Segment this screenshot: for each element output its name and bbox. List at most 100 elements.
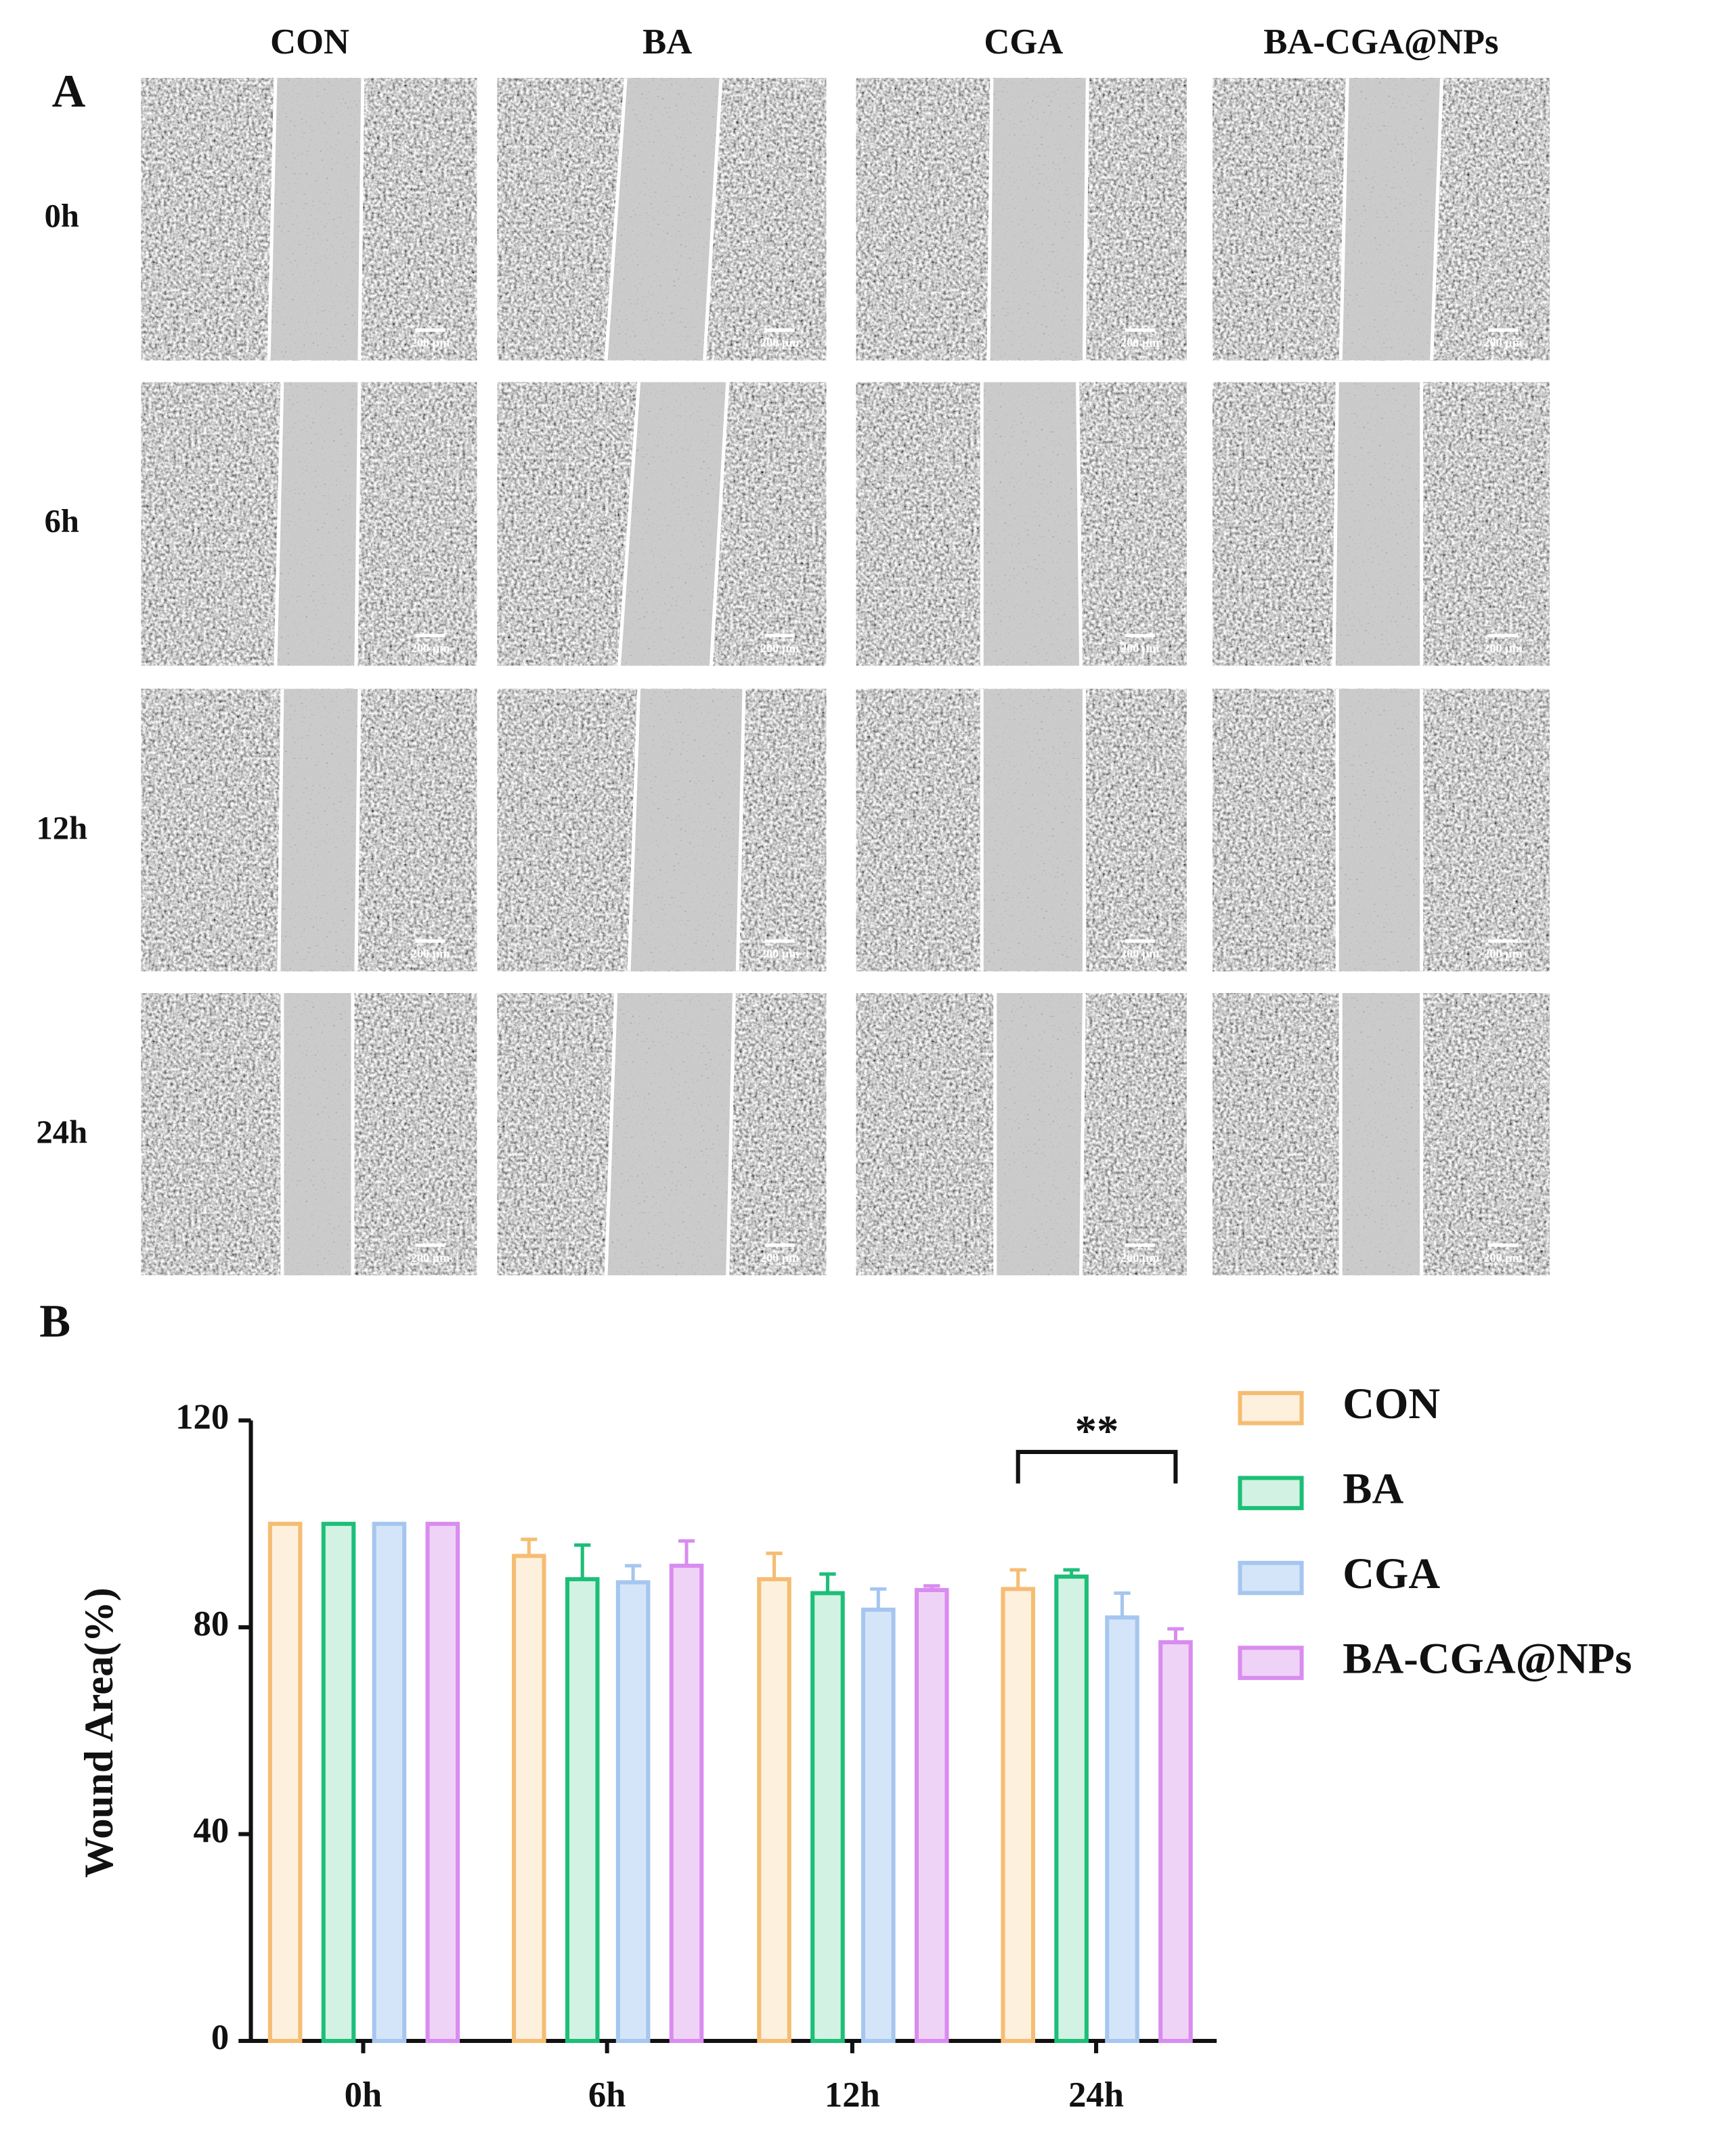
gap-edge — [1079, 993, 1086, 1275]
micrograph: 200 µm — [141, 78, 477, 361]
column-label: CON — [270, 22, 349, 62]
scale-bar-label: 200 µm — [1483, 641, 1523, 655]
x-tick-label: 12h — [825, 2075, 880, 2115]
legend-label: CON — [1343, 1380, 1440, 1428]
bar — [1105, 1615, 1139, 2044]
scale-bar-label: 200 µm — [760, 947, 800, 961]
gap-edge — [709, 382, 730, 666]
gap-edge — [726, 992, 736, 1275]
scale-bar-label: 200 µm — [411, 947, 450, 961]
micrograph: 200 µm — [1213, 382, 1550, 666]
significance-bracket — [1016, 1449, 1178, 1484]
micrograph: 200 µm — [1213, 993, 1550, 1275]
gap-edge — [1082, 78, 1089, 361]
scale-bar-label: 200 µm — [1483, 1251, 1523, 1264]
micrograph: 200 µm — [856, 993, 1187, 1275]
gap-cells — [1341, 993, 1422, 1275]
x-tick-label: 6h — [588, 2075, 626, 2115]
gap-edge — [604, 992, 618, 1275]
row-label: 6h — [45, 503, 79, 540]
gap-cells — [269, 78, 363, 361]
gap-cells — [606, 993, 735, 1275]
row-label: 0h — [45, 198, 79, 234]
y-tick-label: 40 — [194, 1811, 230, 1851]
row-label: 24h — [37, 1114, 88, 1151]
legend-swatch — [1238, 1560, 1304, 1596]
micrograph: 200 µm — [497, 382, 827, 666]
bar — [372, 1522, 407, 2044]
micrograph: 200 µm — [141, 688, 477, 971]
gap-edge — [1338, 78, 1349, 361]
micrograph: 200 µm — [497, 688, 827, 971]
scale-bar-label: 200 µm — [1120, 1251, 1160, 1264]
x-tick-label: 24h — [1068, 2075, 1124, 2115]
micrograph: 200 µm — [141, 382, 477, 666]
gap-cells — [982, 688, 1085, 971]
gap-edge — [267, 78, 278, 361]
gap-cells — [1337, 688, 1422, 971]
panel-label: A — [52, 65, 86, 116]
gap-edge — [617, 382, 641, 666]
gap-cells — [988, 78, 1088, 361]
scale-bar-label: 200 µm — [1120, 947, 1160, 961]
micrograph: 200 µm — [856, 78, 1187, 361]
x-tick-label: 0h — [345, 2075, 383, 2115]
column-label: BA — [642, 22, 692, 62]
scale-bar-label: 200 µm — [411, 641, 450, 655]
gap-edge — [986, 78, 994, 361]
gap-cells — [282, 993, 353, 1275]
bar — [757, 1577, 791, 2044]
bar — [565, 1577, 600, 2044]
gap-cells — [982, 382, 1081, 666]
scale-bar-label: 200 µm — [411, 1251, 450, 1264]
gap-edge — [277, 688, 284, 971]
micrograph: 200 µm — [497, 78, 827, 361]
bar — [861, 1607, 896, 2044]
gap-edge — [1076, 382, 1083, 666]
gap-edge — [274, 382, 284, 666]
y-tick-label: 80 — [194, 1604, 230, 1644]
micrograph: 200 µm — [497, 992, 827, 1275]
gap-edge — [357, 78, 365, 361]
gap-edge — [703, 78, 723, 361]
gap-edge — [735, 688, 746, 971]
y-tick-label: 0 — [211, 2018, 229, 2057]
legend-swatch — [1238, 1476, 1304, 1510]
bar — [321, 1522, 356, 2044]
bar — [1001, 1587, 1035, 2044]
panel-label: B — [39, 1296, 70, 1347]
significance-label: ** — [1075, 1407, 1119, 1455]
legend-swatch — [1238, 1390, 1304, 1426]
micrograph: 200 µm — [856, 688, 1187, 971]
gap-cells — [1334, 382, 1422, 666]
gap-cells — [606, 78, 722, 361]
y-axis-label: Wound Area(%) — [77, 1587, 122, 1878]
scale-bar-label: 200 µm — [1120, 641, 1160, 655]
gap-edge — [354, 688, 362, 971]
micrograph: 200 µm — [1213, 688, 1550, 971]
legend-swatch — [1238, 1646, 1304, 1680]
scale-bar-label: 200 µm — [760, 336, 800, 349]
y-tick-label: 120 — [175, 1397, 229, 1436]
gap-cells — [275, 382, 360, 666]
gap-cells — [278, 688, 360, 971]
bar — [914, 1587, 949, 2044]
gap-edge — [1332, 382, 1339, 666]
micrograph: 200 µm — [1213, 78, 1550, 361]
gap-edge — [627, 688, 641, 971]
gap-cells — [1341, 78, 1442, 361]
micrograph: 200 µm — [856, 382, 1187, 666]
gap-cells — [995, 993, 1085, 1275]
legend-label: BA-CGA@NPs — [1343, 1634, 1632, 1683]
bar — [615, 1580, 651, 2044]
gap-cells — [629, 688, 745, 971]
column-label: CGA — [984, 22, 1063, 62]
bar — [669, 1563, 704, 2044]
bar — [810, 1591, 845, 2044]
bar — [512, 1554, 546, 2044]
legend-label: CGA — [1343, 1549, 1440, 1598]
scale-bar-label: 200 µm — [411, 336, 450, 349]
scale-bar-label: 200 µm — [760, 1251, 800, 1264]
bar — [267, 1522, 303, 2044]
